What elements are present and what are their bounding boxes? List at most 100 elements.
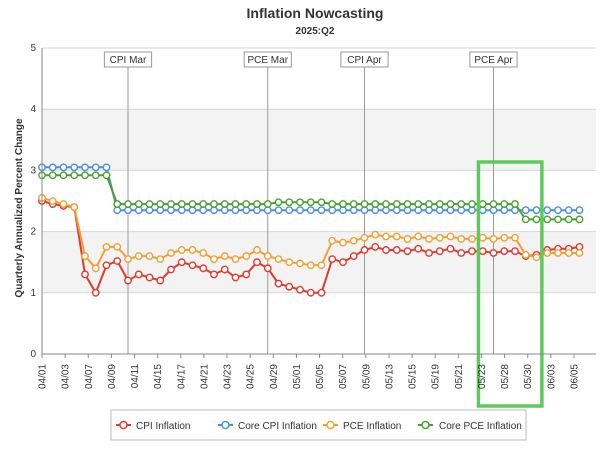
series-point [242,252,251,260]
y-tick-label: 2 [30,227,36,238]
series-point [296,285,304,294]
series-point [543,215,552,224]
x-tick-label: 04/07 [84,364,95,389]
series-point [113,200,122,208]
plot-band [42,109,596,171]
series-point [59,163,68,172]
plot-background [42,48,596,354]
series-point [285,206,294,215]
x-tick-label: 05/30 [523,364,534,389]
legend-label-pce: PCE Inflation [343,421,401,432]
series-point [457,200,466,208]
series-point [242,270,251,279]
series-point [263,252,272,260]
series-point [435,247,444,256]
legend-label-core-pce: Core PCE Inflation [439,421,522,432]
x-tick-label: 05/19 [431,364,442,389]
series-point [59,200,68,208]
series-point [81,163,89,172]
event-label-box [469,51,518,68]
series-point [478,200,487,208]
series-point [220,252,229,260]
series-point [521,206,530,215]
event-label: PCE Apr [474,55,513,66]
series-point [263,264,272,273]
series-point [543,249,552,257]
series-point [210,255,218,264]
series-point [48,171,57,180]
series-point [403,200,412,208]
series-point [231,200,240,208]
series-point [156,255,165,264]
series-point [339,258,347,267]
series-lines [38,163,584,297]
legend-swatch-core-pce-marker [421,420,430,430]
x-tick-label: 04/09 [107,364,118,389]
series-point [403,235,412,243]
x-tick-label: 05/28 [500,364,511,389]
series-point [124,276,132,285]
chart-title: Inflation Nowcasting [247,5,384,21]
series-point [210,270,218,279]
series-point [521,250,530,259]
series-point [188,200,197,208]
x-tick-label: 05/01 [292,364,303,389]
series-point [371,242,380,251]
event-markers: CPI Mar PCE Mar CPI Apr PCE Apr [103,51,518,354]
series-point [285,282,294,291]
series-point [392,200,401,208]
series-point [328,255,337,264]
series-point [177,258,186,267]
x-tick-label: 04/11 [130,364,141,389]
plot-band [42,292,596,354]
series-point [285,258,294,267]
series-point [231,273,240,282]
y-tick-label: 3 [30,165,36,176]
series-point [328,236,337,245]
series-point [124,200,132,208]
y-tick-label: 0 [30,349,36,360]
series-point [511,233,519,242]
x-tick-label: 04/29 [269,364,280,389]
series-point [564,249,573,257]
series-point [48,163,57,172]
series-point [414,200,423,208]
x-tick-label: 06/03 [546,364,557,389]
series-point [81,171,89,180]
legend-item-core-cpi[interactable]: Core CPI Inflation [218,420,317,432]
series-point [371,230,380,239]
x-tick-label: 05/05 [315,364,326,389]
series-point [231,255,240,264]
series-point [543,206,552,215]
legend-item-pce[interactable]: PCE Inflation [323,420,401,432]
series-point [274,206,283,215]
series-point [446,244,455,253]
series-point [500,200,509,208]
series-point [134,252,143,260]
series-point [317,288,326,297]
legend-item-core-pce[interactable]: Core PCE Inflation [418,420,522,432]
series-point [199,249,208,257]
series-point [102,171,111,180]
legend-swatch-pce-marker [326,420,335,430]
series-point [468,200,476,208]
series-point [81,252,89,260]
series-point [70,171,79,180]
series-point [554,215,562,224]
series-point [468,247,476,256]
series-point [220,265,229,274]
series-point [296,259,304,268]
series-point [253,200,261,208]
series-point [532,206,541,215]
series-point [317,261,326,270]
series-point [199,200,208,208]
series-point [360,246,369,254]
series-point [382,200,390,208]
legend-item-cpi[interactable]: CPI Inflation [116,420,190,432]
series-point [349,252,358,260]
series-point [81,270,89,279]
x-tick-label: 05/21 [454,364,465,389]
series-point [306,261,315,270]
series-point [382,232,390,241]
